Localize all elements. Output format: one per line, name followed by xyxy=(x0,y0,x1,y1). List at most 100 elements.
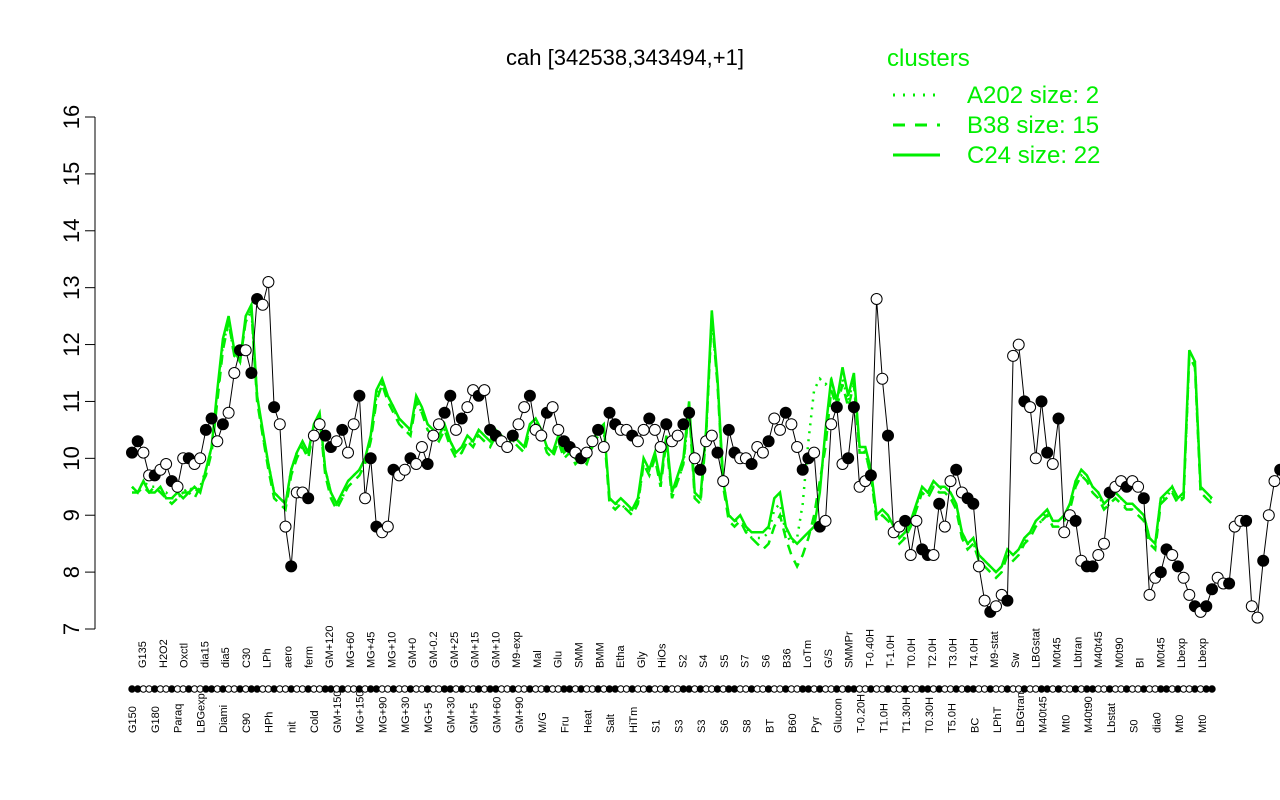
x-tick-label: S8 xyxy=(742,720,754,733)
x-tick-label: Mt0 xyxy=(1174,715,1186,733)
data-point xyxy=(972,560,985,573)
y-tick-label: 15 xyxy=(59,162,84,186)
x-tick-label: T-0.40H xyxy=(865,629,877,668)
x-tick-label: LoTm xyxy=(802,640,814,668)
y-tick-label: 10 xyxy=(59,446,84,470)
data-point xyxy=(779,406,792,419)
x-tick-label: Fru xyxy=(560,717,572,734)
data-point xyxy=(285,560,298,573)
data-point xyxy=(307,429,320,442)
x-tick-label: BC xyxy=(969,718,981,733)
x-tick-label: Etha xyxy=(615,644,627,668)
data-point xyxy=(774,423,786,436)
x-tick-label: C90 xyxy=(241,713,253,733)
x-tick-label: SMMPr xyxy=(844,631,856,668)
data-point xyxy=(336,423,349,436)
data-point xyxy=(745,458,758,470)
x-tick-label: G135 xyxy=(137,641,149,668)
x-tick-label: MG+5 xyxy=(423,703,435,733)
data-point xyxy=(1046,458,1059,470)
data-point xyxy=(1223,577,1236,590)
data-point xyxy=(1092,549,1105,561)
data-point xyxy=(882,429,894,442)
data-point xyxy=(245,367,258,379)
chart-title: cah [342538,343494,+1] xyxy=(506,45,744,70)
data-point xyxy=(586,435,599,448)
data-point xyxy=(398,463,411,476)
x-tick-label: dia0 xyxy=(1152,712,1164,733)
x-tick-label: T0.30H xyxy=(924,697,936,733)
x-tick-label: ferm xyxy=(303,646,315,668)
data-point xyxy=(870,293,883,305)
x-tick-label: LBGtran xyxy=(1015,692,1027,733)
data-point xyxy=(637,423,650,436)
data-point xyxy=(319,429,332,442)
x-tick-label: Heat xyxy=(582,710,594,733)
data-point xyxy=(1024,401,1037,414)
data-point xyxy=(711,446,724,459)
x-tick-label: MG+10 xyxy=(386,632,398,668)
data-point xyxy=(1086,560,1099,573)
x-tick-label: LBGstat xyxy=(1031,628,1043,668)
data-point xyxy=(978,594,991,607)
x-tick-label: GM+120 xyxy=(324,626,336,669)
y-tick-label: 7 xyxy=(59,623,84,635)
data-point xyxy=(1029,452,1042,465)
data-point xyxy=(938,520,951,533)
data-point xyxy=(268,401,281,414)
data-point xyxy=(705,429,718,442)
data-point xyxy=(131,435,144,448)
data-point xyxy=(1240,514,1253,527)
x-tick-label: Lbtran xyxy=(1072,637,1084,668)
y-tick-label: 13 xyxy=(59,275,84,299)
x-tick-label: dia15 xyxy=(199,641,211,668)
x-tick-label: M9-exp xyxy=(511,631,523,668)
data-point xyxy=(421,458,434,470)
data-point xyxy=(552,423,565,436)
data-point xyxy=(364,452,377,465)
x-tick-label: M40t45 xyxy=(1093,631,1105,668)
plot-area: 7 8 9 10 11 12 13 14 15 16 G135 H2O2 Oxctl dia15 dia5 C… xyxy=(59,105,1280,733)
data-point xyxy=(126,446,138,459)
y-tick-label: 14 xyxy=(59,219,84,243)
legend-entry-b38: B38 size: 15 xyxy=(967,112,1099,139)
data-point xyxy=(523,389,536,402)
data-point xyxy=(904,549,917,561)
data-point xyxy=(762,435,775,448)
data-point xyxy=(654,441,667,453)
data-point xyxy=(842,452,855,465)
x-tick-label: S6 xyxy=(719,720,731,733)
data-point xyxy=(427,429,440,442)
data-point xyxy=(211,435,224,448)
data-point xyxy=(785,418,798,431)
data-point xyxy=(1245,600,1258,613)
data-point xyxy=(506,429,519,442)
x-tick-label: GM-0.2 xyxy=(428,631,440,668)
data-point xyxy=(501,441,514,453)
x-tick-label: GM+25 xyxy=(449,632,461,668)
x-tick-label: M9-stat xyxy=(989,631,1001,668)
data-point xyxy=(910,514,923,527)
data-point xyxy=(825,418,838,431)
y-tick-label: 12 xyxy=(59,332,84,356)
x-tick-label: aero xyxy=(283,646,295,668)
data-point xyxy=(1035,395,1048,408)
x-tick-label: BI xyxy=(1135,658,1147,668)
data-point xyxy=(381,520,394,533)
y-tick-label: 11 xyxy=(59,390,84,413)
x-tick-label: Mt0 xyxy=(1197,715,1209,733)
x-tick-label: B36 xyxy=(781,648,793,668)
data-point xyxy=(717,475,730,488)
data-point xyxy=(478,384,491,397)
data-point xyxy=(194,452,207,465)
x-tick-label: S5 xyxy=(719,655,731,668)
data-point xyxy=(1268,475,1280,488)
data-point xyxy=(262,276,275,288)
data-point xyxy=(535,429,548,442)
x-tick-label: Cold xyxy=(309,710,321,733)
x-tick-label: T1.30H xyxy=(901,697,913,733)
data-point xyxy=(518,401,531,414)
data-point xyxy=(643,412,656,425)
x-tick-label: S0 xyxy=(1129,720,1141,733)
x-tick-label: S3 xyxy=(696,720,708,733)
